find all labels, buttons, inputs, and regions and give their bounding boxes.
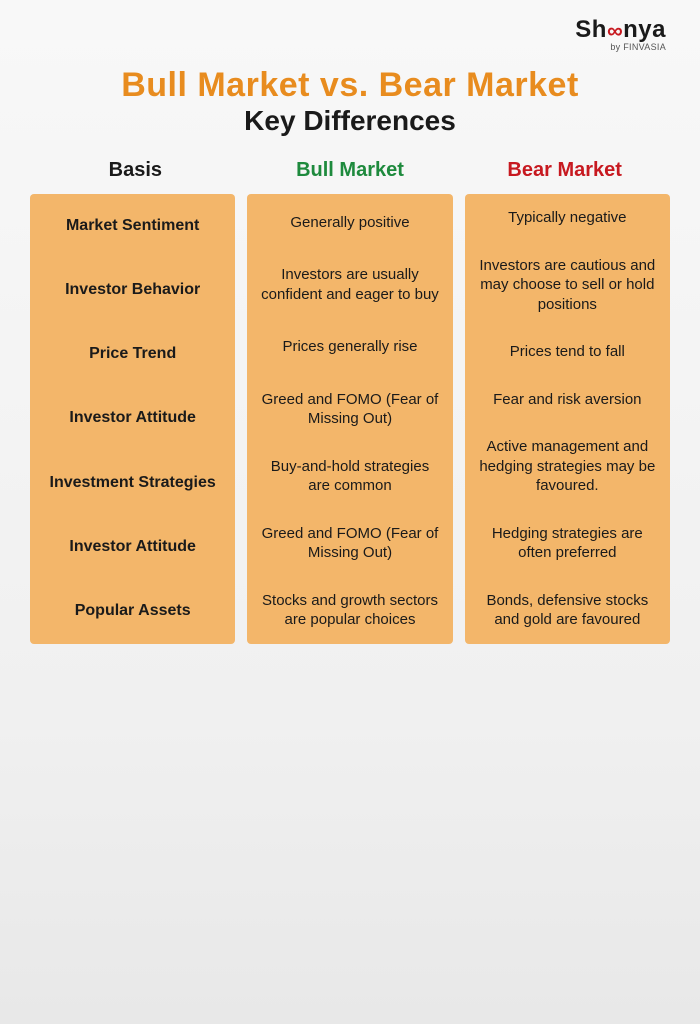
logo-pre: Sh bbox=[575, 16, 607, 43]
page-title: Bull Market vs. Bear Market bbox=[30, 66, 670, 105]
logo-post: nya bbox=[623, 16, 666, 43]
basis-cell: Popular Assets bbox=[30, 579, 235, 643]
bull-cell: Prices generally rise bbox=[247, 318, 452, 375]
column-basis: Market Sentiment Investor Behavior Price… bbox=[30, 194, 235, 644]
bull-cell: Generally positive bbox=[247, 194, 452, 251]
column-headers: Basis Bull Market Bear Market bbox=[30, 159, 670, 182]
comparison-columns: Market Sentiment Investor Behavior Price… bbox=[30, 194, 670, 644]
header-bull: Bull Market bbox=[249, 159, 452, 182]
brand-logo: Sh∞nya by FINVASIA bbox=[575, 16, 666, 52]
bear-cell: Investors are cautious and may choose to… bbox=[465, 242, 670, 329]
page-subtitle: Key Differences bbox=[30, 105, 670, 137]
basis-cell: Investor Attitude bbox=[30, 387, 235, 451]
bear-cell: Fear and risk aversion bbox=[465, 376, 670, 424]
bull-cell: Buy-and-hold strategies are common bbox=[247, 443, 452, 510]
page-title-block: Bull Market vs. Bear Market Key Differen… bbox=[30, 66, 670, 137]
bull-cell: Stocks and growth sectors are popular ch… bbox=[247, 577, 452, 644]
logo-text: Sh∞nya bbox=[575, 16, 666, 44]
basis-cell: Investor Attitude bbox=[30, 515, 235, 579]
bull-cell: Greed and FOMO (Fear of Missing Out) bbox=[247, 376, 452, 443]
bear-cell: Hedging strategies are often preferred bbox=[465, 510, 670, 577]
bear-cell: Typically negative bbox=[465, 194, 670, 242]
bear-cell: Active management and hedging strategies… bbox=[465, 423, 670, 510]
bull-cell: Greed and FOMO (Fear of Missing Out) bbox=[247, 510, 452, 577]
basis-cell: Investment Strategies bbox=[30, 451, 235, 515]
header-basis: Basis bbox=[34, 159, 237, 182]
bear-cell: Prices tend to fall bbox=[465, 328, 670, 376]
infinity-icon: ∞ bbox=[607, 18, 623, 44]
header-bear: Bear Market bbox=[463, 159, 666, 182]
bear-cell: Bonds, defensive stocks and gold are fav… bbox=[465, 577, 670, 644]
column-bull: Generally positive Investors are usually… bbox=[247, 194, 452, 644]
basis-cell: Investor Behavior bbox=[30, 258, 235, 322]
basis-cell: Market Sentiment bbox=[30, 194, 235, 258]
bull-cell: Investors are usually confident and eage… bbox=[247, 251, 452, 318]
column-bear: Typically negative Investors are cautiou… bbox=[465, 194, 670, 644]
basis-cell: Price Trend bbox=[30, 322, 235, 386]
